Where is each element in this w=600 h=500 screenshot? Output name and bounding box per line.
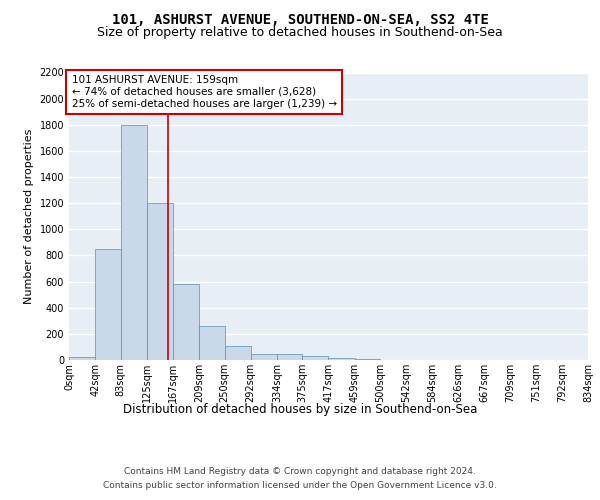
Text: Contains public sector information licensed under the Open Government Licence v3: Contains public sector information licen…	[103, 481, 497, 490]
Text: Distribution of detached houses by size in Southend-on-Sea: Distribution of detached houses by size …	[123, 402, 477, 415]
Text: Size of property relative to detached houses in Southend-on-Sea: Size of property relative to detached ho…	[97, 26, 503, 39]
Bar	[302, 356, 329, 360]
Bar	[277, 354, 302, 360]
Bar	[224, 346, 251, 360]
Text: 101, ASHURST AVENUE, SOUTHEND-ON-SEA, SS2 4TE: 101, ASHURST AVENUE, SOUTHEND-ON-SEA, SS…	[112, 12, 488, 26]
Bar	[173, 284, 199, 360]
Bar	[147, 203, 173, 360]
Text: 101 ASHURST AVENUE: 159sqm
← 74% of detached houses are smaller (3,628)
25% of s: 101 ASHURST AVENUE: 159sqm ← 74% of deta…	[71, 76, 337, 108]
Bar	[69, 356, 95, 360]
Y-axis label: Number of detached properties: Number of detached properties	[24, 128, 34, 304]
Bar	[251, 354, 277, 360]
Bar	[199, 326, 224, 360]
Text: Contains HM Land Registry data © Crown copyright and database right 2024.: Contains HM Land Registry data © Crown c…	[124, 468, 476, 476]
Bar	[95, 249, 121, 360]
Bar	[329, 358, 355, 360]
Bar	[121, 125, 147, 360]
